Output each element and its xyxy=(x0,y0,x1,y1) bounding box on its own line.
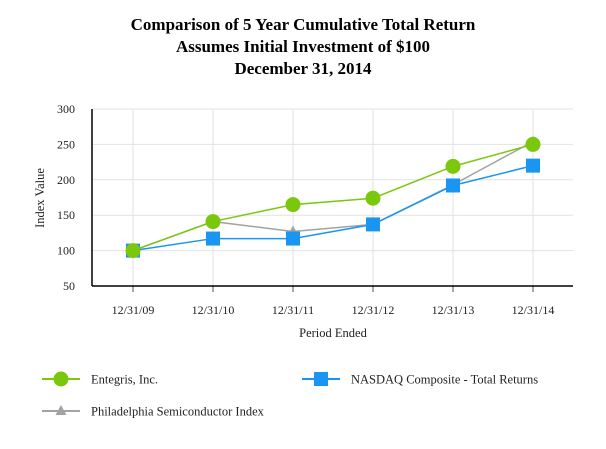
legend-item: Philadelphia Semiconductor Index xyxy=(42,405,265,419)
data-point-square xyxy=(526,158,540,173)
x-tick-label: 12/31/11 xyxy=(272,303,314,317)
y-tick-labels: 50 100 150 200 250 300 xyxy=(57,102,75,293)
series-line xyxy=(132,164,534,252)
series-line xyxy=(132,143,534,252)
y-tick-label: 250 xyxy=(57,137,75,151)
y-tick-label: 100 xyxy=(57,244,75,258)
x-tick-label: 12/31/10 xyxy=(192,303,235,317)
x-tick-labels: 12/31/09 12/31/10 12/31/11 12/31/12 12/31/13… xyxy=(112,303,555,317)
legend-label: Philadelphia Semiconductor Index xyxy=(91,405,265,419)
y-axis-label: Index Value xyxy=(33,168,47,228)
y-tick-label: 50 xyxy=(63,279,75,293)
data-point-square xyxy=(286,231,300,246)
data-point-square xyxy=(446,178,460,193)
chart-title-line-2: Assumes Initial Investment of $100 xyxy=(176,37,430,56)
data-point-circle xyxy=(365,190,381,206)
legend: Entegris, Inc. NASDAQ Composite - Total R… xyxy=(42,371,538,419)
y-tick-label: 300 xyxy=(57,102,75,116)
data-point-circle xyxy=(285,197,301,213)
legend-square-icon xyxy=(314,372,328,386)
series-square xyxy=(126,158,540,258)
x-tick-label: 12/31/12 xyxy=(352,303,395,317)
series xyxy=(125,135,541,259)
series-line xyxy=(132,140,534,252)
legend-circle-icon xyxy=(53,371,69,387)
data-point-circle xyxy=(205,214,221,230)
y-tick-label: 150 xyxy=(57,208,75,222)
legend-label: NASDAQ Composite - Total Returns xyxy=(351,373,538,387)
x-tick-label: 12/31/09 xyxy=(112,303,155,317)
data-point-circle xyxy=(525,136,541,152)
legend-item: Entegris, Inc. xyxy=(42,371,158,387)
chart-title-line-3: December 31, 2014 xyxy=(234,59,372,78)
data-point-circle xyxy=(445,158,461,174)
legend-label: Entegris, Inc. xyxy=(91,373,158,387)
data-point-circle xyxy=(125,243,141,259)
x-axis-label: Period Ended xyxy=(299,326,367,340)
x-tick-label: 12/31/13 xyxy=(432,303,475,317)
gridlines xyxy=(92,108,573,286)
axes xyxy=(91,109,573,292)
chart-title-line-1: Comparison of 5 Year Cumulative Total Re… xyxy=(131,15,476,34)
series-circle xyxy=(125,136,541,259)
data-point-square xyxy=(206,231,220,246)
legend-item: NASDAQ Composite - Total Returns xyxy=(302,372,538,387)
series-triangle xyxy=(127,135,539,255)
legend-triangle-icon xyxy=(55,405,67,415)
y-tick-label: 200 xyxy=(57,173,75,187)
x-tick-label: 12/31/14 xyxy=(512,303,555,317)
data-point-square xyxy=(366,217,380,232)
